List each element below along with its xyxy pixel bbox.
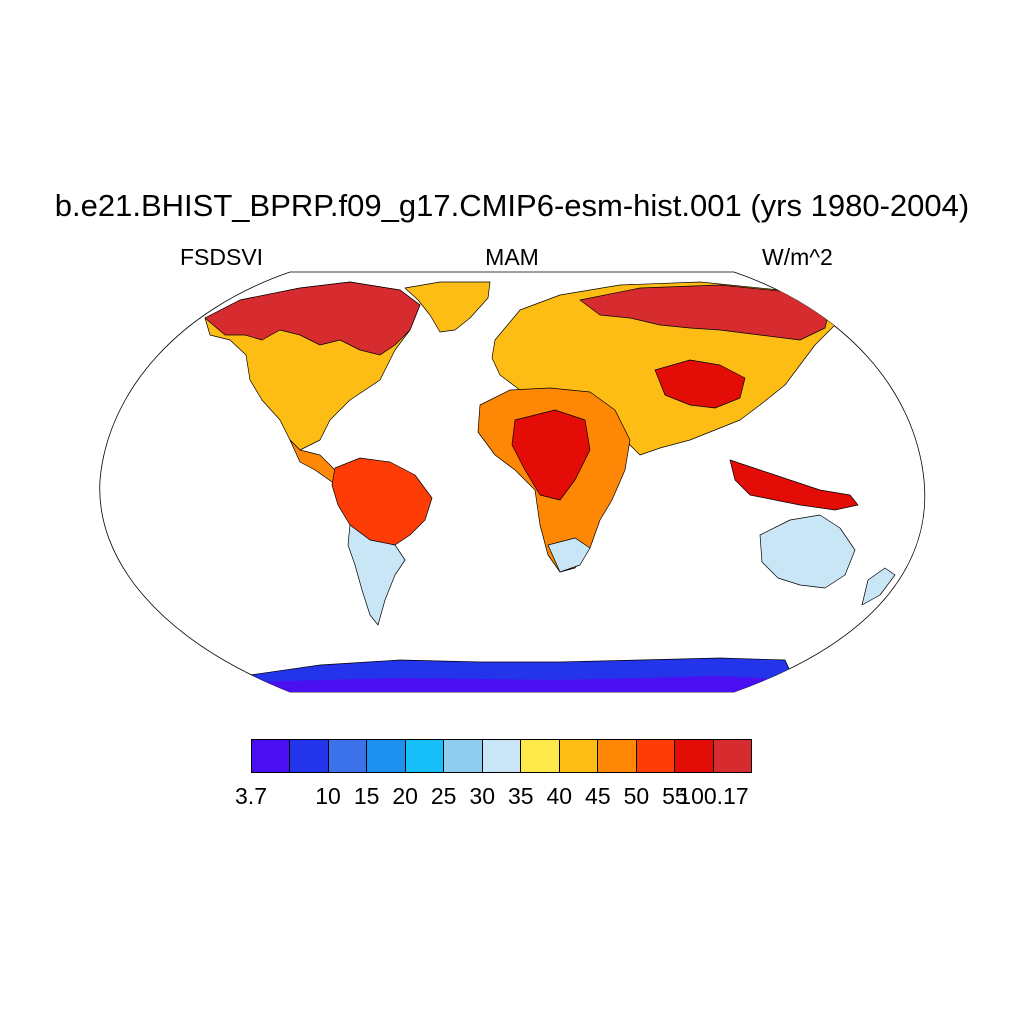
season-label: MAM <box>485 244 539 270</box>
land-central-asia <box>654 359 746 409</box>
colorbar <box>251 739 752 773</box>
colorbar-tick-label: 15 <box>353 783 380 809</box>
land-africa-south <box>547 537 591 573</box>
colorbar-box <box>713 740 752 772</box>
colorbar-tick-label: 10 <box>315 783 341 809</box>
map-title: b.e21.BHIST_BPRP.f09_g17.CMIP6-esm-hist.… <box>54 188 970 223</box>
colorbar-box <box>444 740 483 772</box>
colorbar-box <box>367 740 406 772</box>
land-south-america <box>331 457 433 546</box>
colorbar-box <box>328 740 368 772</box>
colorbar-box <box>290 740 329 772</box>
land-australia <box>759 514 856 589</box>
colorbar-tick-label: 45 <box>585 783 611 809</box>
colorbar-box <box>252 740 291 772</box>
colorbar-box <box>521 740 560 772</box>
colorbar-tick-label: 3.7 <box>235 783 267 809</box>
colorbar-box <box>559 740 599 772</box>
land-north-america-north <box>204 281 421 356</box>
colorbar-tick-label: 50 <box>623 783 650 809</box>
colorbar-box <box>482 740 522 772</box>
colorbar-box <box>405 740 445 772</box>
colorbar-tick-label: 100.17 <box>678 783 749 809</box>
colorbar-box <box>636 740 676 772</box>
colorbar-tick-label: 30 <box>469 783 496 809</box>
colorbar-tick-label: 20 <box>392 783 418 809</box>
units-label: W/m^2 <box>762 244 833 270</box>
colorbar-tick-label: 35 <box>507 783 534 809</box>
colorbar-box <box>598 740 637 772</box>
colorbar-box <box>675 740 714 772</box>
land-africa-center <box>511 409 591 501</box>
land-siberia <box>579 284 831 341</box>
colorbar-tick-label: 40 <box>546 783 573 809</box>
land-antarctica-core <box>230 676 800 692</box>
land-greenland <box>404 281 491 333</box>
land-new-zealand <box>861 567 896 606</box>
colorbar-tick-label: 25 <box>430 783 457 809</box>
colorbar-tick-label: 55 <box>662 783 688 809</box>
land-south-america-south <box>347 524 406 626</box>
variable-label: FSDSVI <box>180 244 264 270</box>
land-maritime-se-asia <box>729 459 859 511</box>
